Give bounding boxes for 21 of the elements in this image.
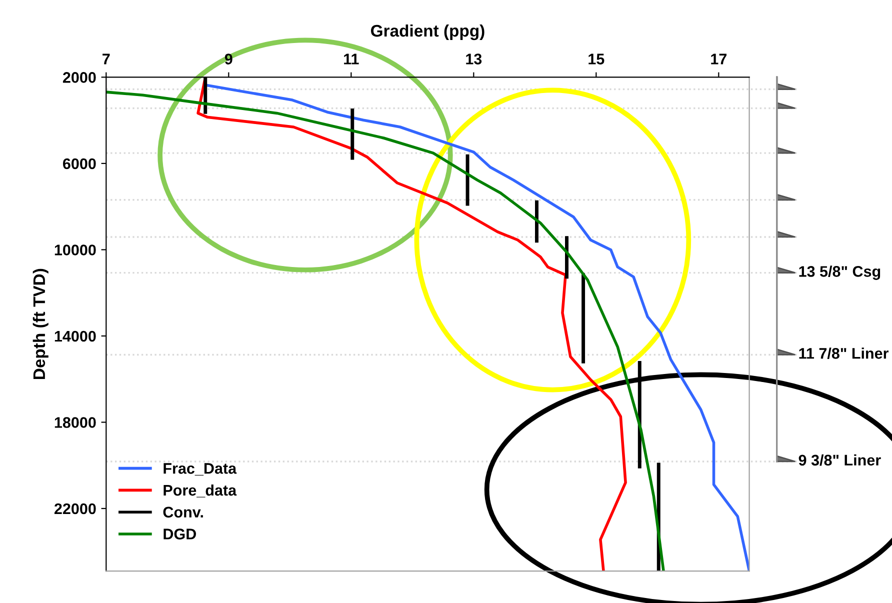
legend-label: Conv. (163, 506, 203, 518)
x-tick-label: 15 (588, 54, 604, 64)
legend-label: DGD (164, 528, 196, 540)
ref-line-label: 13 5/8" Csg (799, 266, 880, 280)
y-tick-label: 14000 (54, 330, 96, 342)
x-tick-label: 17 (711, 54, 726, 64)
ref-line-label: 9 3/8" Liner (798, 454, 881, 466)
legend-label: Pore_data (164, 484, 237, 498)
x-tick-label: 11 (344, 54, 359, 64)
x-axis-title: Gradient (ppg) (371, 24, 484, 40)
y-axis-title: Depth (ft TVD) (32, 268, 48, 379)
y-tick-label: 6000 (63, 158, 96, 170)
y-tick-label: 2000 (62, 72, 96, 83)
ref-line-label: 11 7/8" Liner (799, 348, 889, 359)
x-tick-label: 7 (102, 54, 110, 64)
y-tick-label: 10000 (54, 244, 96, 256)
x-tick-label: 13 (466, 54, 482, 64)
y-tick-label: 18000 (54, 417, 96, 428)
line-series (106, 90, 665, 572)
legend-label: Frac_Data (164, 463, 237, 476)
y-tick-label: 22000 (54, 503, 96, 514)
